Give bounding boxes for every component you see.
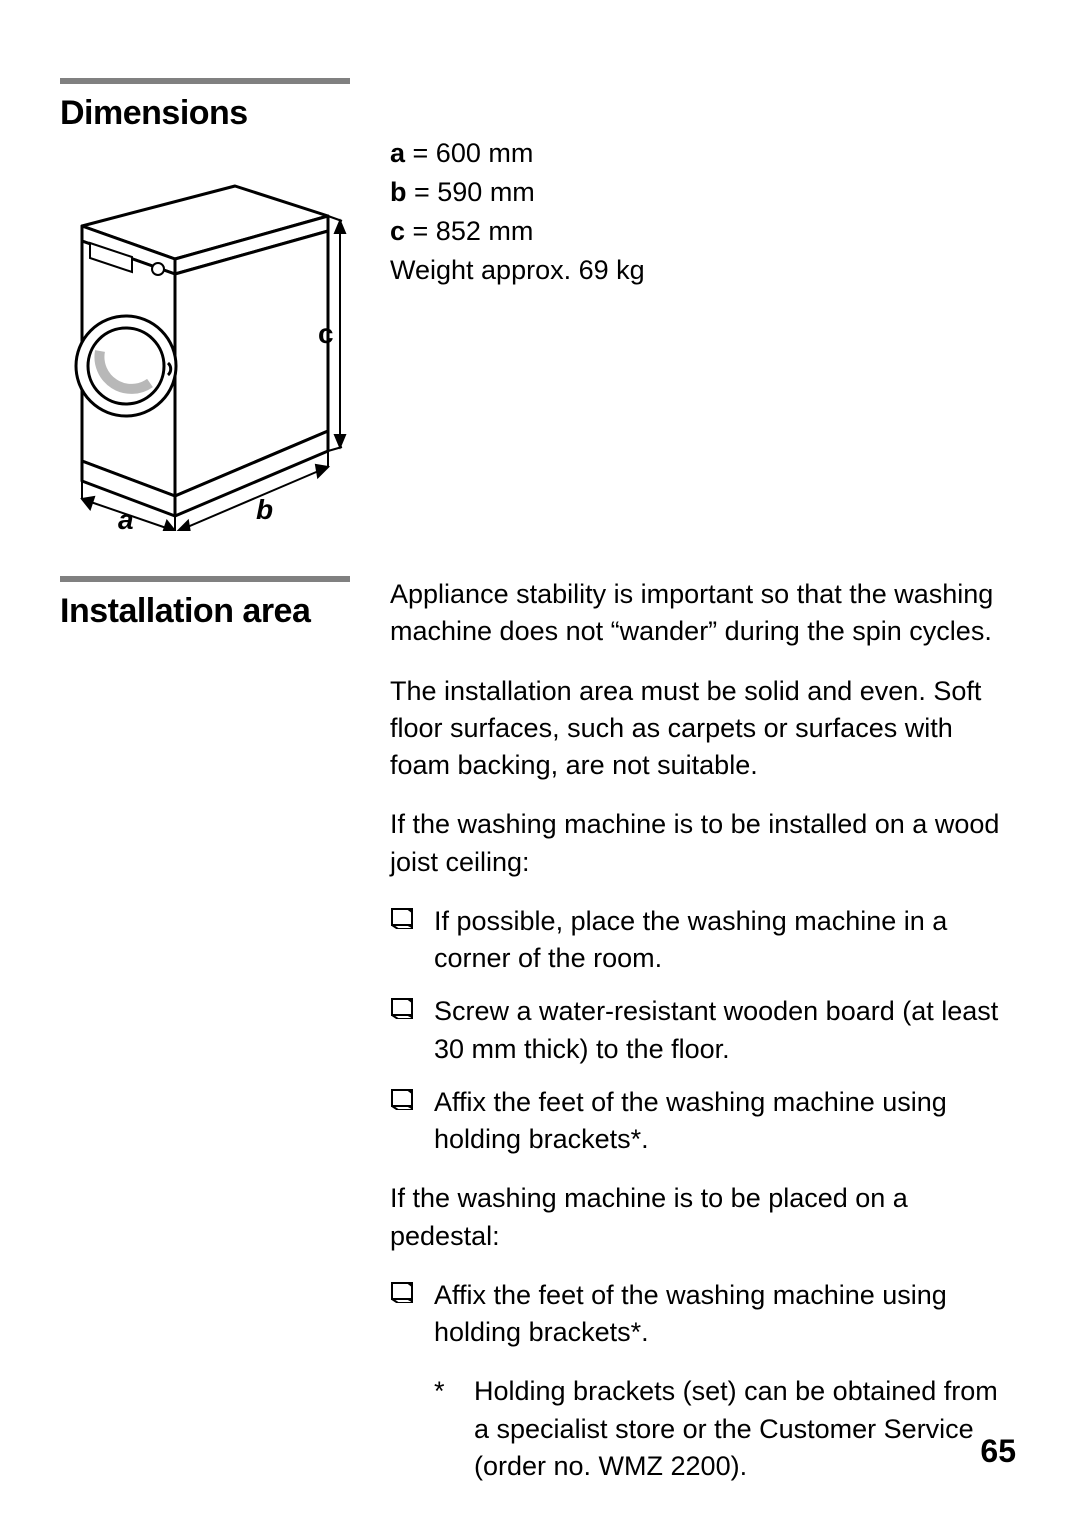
dim-a-label: a [390, 138, 405, 168]
section-installation: Installation area Appliance stability is… [60, 576, 1020, 1485]
list-item: Screw a water-resistant wooden board (at… [390, 993, 1020, 1068]
dim-a-value: = 600 mm [405, 138, 533, 168]
section-rule [60, 78, 350, 84]
list-item-text: If possible, place the washing machine i… [434, 906, 947, 973]
dim-c-label: c [390, 216, 405, 246]
footnote-text: Holding brackets (set) can be obtained f… [474, 1373, 1020, 1485]
footnote-star: * [434, 1373, 474, 1485]
installation-list-1: If possible, place the washing machine i… [390, 903, 1020, 1159]
installation-list-2: Affix the feet of the washing machine us… [390, 1277, 1020, 1352]
dim-a: a = 600 mm [390, 134, 1020, 173]
checkbox-icon [390, 997, 414, 1019]
checkbox-icon [390, 1088, 414, 1110]
washing-machine-diagram: a b c [60, 151, 364, 536]
list-item: Affix the feet of the washing machine us… [390, 1084, 1020, 1159]
list-item: If possible, place the washing machine i… [390, 903, 1020, 978]
dimensions-text: a = 600 mm b = 590 mm c = 852 mm Weight … [390, 78, 1020, 291]
list-item-text: Screw a water-resistant wooden board (at… [434, 996, 998, 1063]
page-number: 65 [980, 1433, 1016, 1470]
svg-text:a: a [118, 504, 134, 531]
dimensions-left: Dimensions [60, 78, 390, 536]
dim-b-label: b [390, 177, 407, 207]
checkbox-icon [390, 1281, 414, 1303]
installation-p3: If the washing machine is to be installe… [390, 806, 1020, 881]
dim-b: b = 590 mm [390, 173, 1020, 212]
installation-left: Installation area [60, 576, 390, 631]
dim-c-value: = 852 mm [405, 216, 533, 246]
installation-p1: Appliance stability is important so that… [390, 576, 1020, 651]
section-rule [60, 576, 350, 582]
page: Dimensions [0, 0, 1080, 1526]
installation-body: Appliance stability is important so that… [390, 576, 1020, 1485]
dim-c: c = 852 mm [390, 212, 1020, 251]
installation-p4: If the washing machine is to be placed o… [390, 1180, 1020, 1255]
svg-text:b: b [256, 494, 273, 525]
section-dimensions: Dimensions [60, 78, 1020, 536]
svg-text:c: c [318, 318, 334, 349]
dim-weight: Weight approx. 69 kg [390, 251, 1020, 290]
dim-b-value: = 590 mm [407, 177, 535, 207]
list-item-text: Affix the feet of the washing machine us… [434, 1087, 947, 1154]
installation-p2: The installation area must be solid and … [390, 673, 1020, 785]
list-item: Affix the feet of the washing machine us… [390, 1277, 1020, 1352]
heading-dimensions: Dimensions [60, 94, 364, 133]
list-item-text: Affix the feet of the washing machine us… [434, 1280, 947, 1347]
checkbox-icon [390, 907, 414, 929]
heading-installation: Installation area [60, 592, 364, 631]
footnote: * Holding brackets (set) can be obtained… [390, 1373, 1020, 1485]
